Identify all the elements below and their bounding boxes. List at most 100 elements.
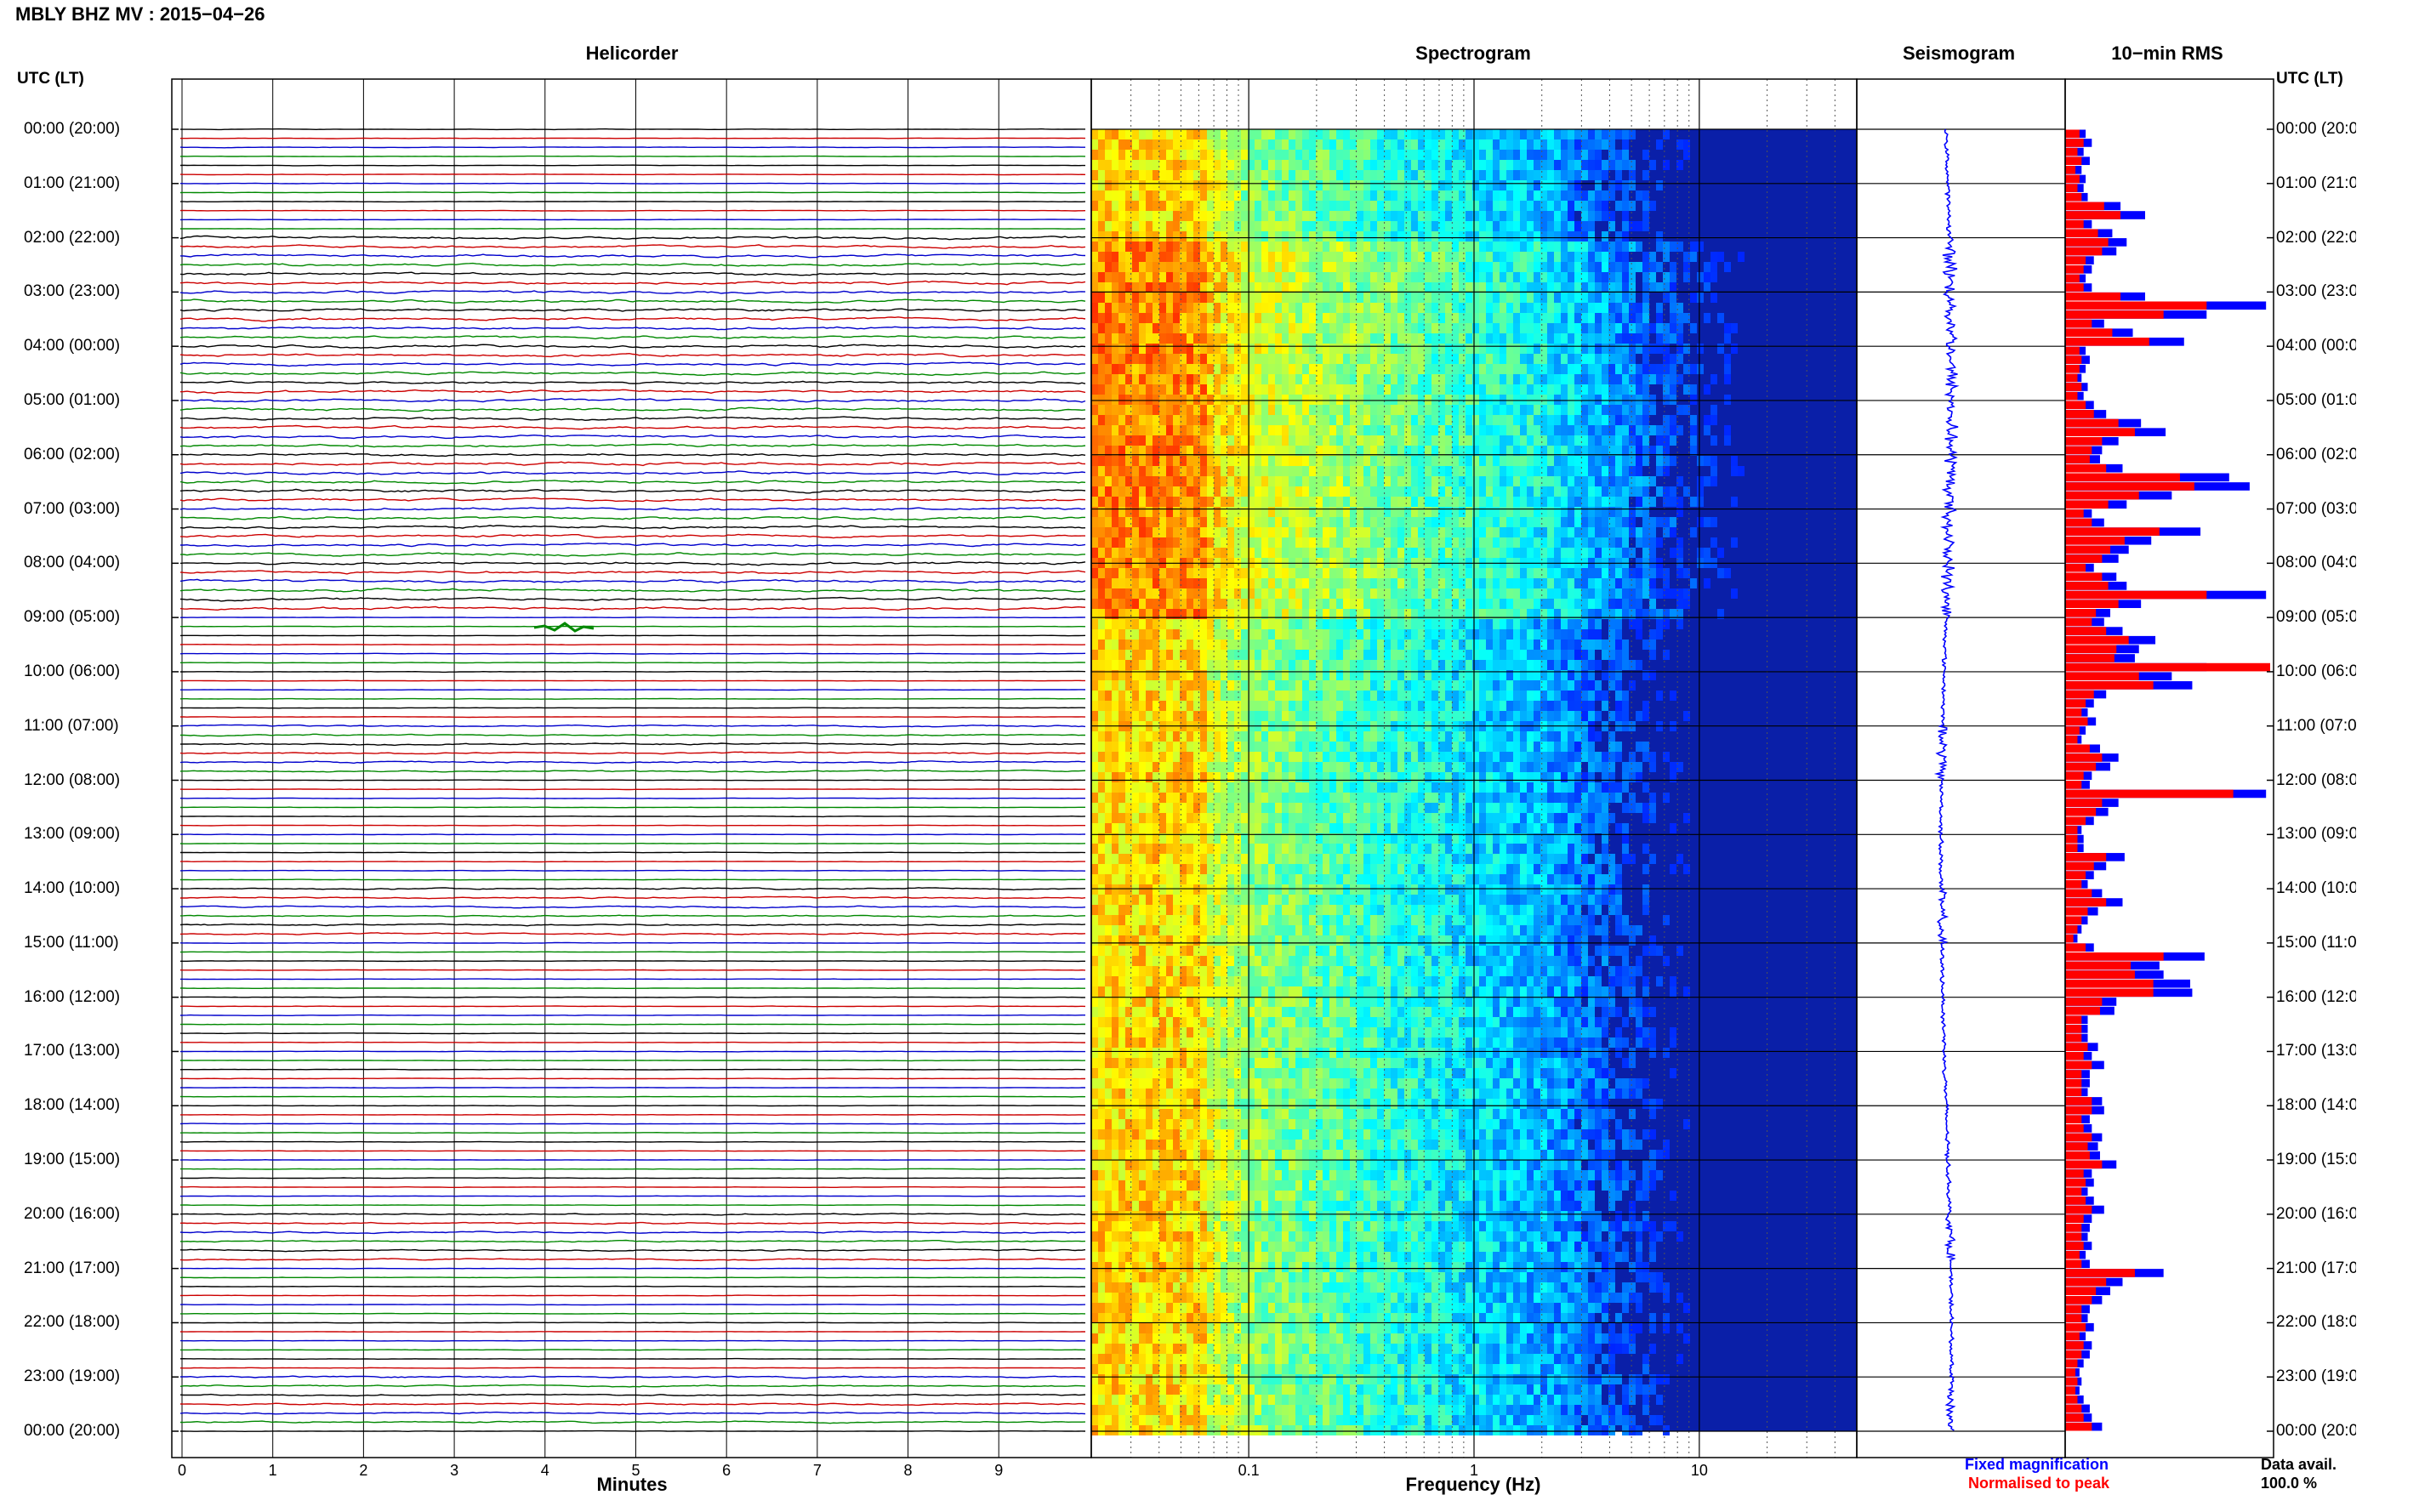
spectrogram-cell [1534,629,1540,639]
spectrogram-cell [1622,313,1629,323]
spectrogram-cell [1466,456,1472,466]
spectrogram-cell [1547,405,1554,415]
spectrogram-cell [1112,639,1118,650]
spectrogram-cell [1431,139,1438,150]
spectrogram-cell [1561,691,1568,701]
spectrogram-cell [1302,333,1309,344]
spectrogram-cell [1554,588,1561,599]
spectrogram-cell [1459,242,1466,252]
spectrogram-cell [1574,568,1581,578]
spectrogram-cell [1404,323,1411,333]
spectrogram-cell [1445,129,1452,139]
spectrogram-cell [1445,660,1452,670]
spectrogram-cell [1091,354,1098,364]
spectrogram-cell [1309,537,1316,548]
spectrogram-cell [1404,160,1411,170]
spectrogram-cell [1472,129,1479,139]
spectrogram-cell [1534,160,1540,170]
spectrogram-cell [1248,129,1255,139]
spectrogram-cell [1493,425,1500,435]
spectrogram-cell [1602,639,1608,650]
spectrogram-cell [1268,446,1275,456]
spectrogram-cell [1350,548,1357,558]
spectrogram-cell [1180,497,1187,507]
spectrogram-cell [1561,639,1568,650]
spectrogram-cell [1234,395,1241,405]
spectrogram-cell [1466,609,1472,619]
spectrogram-cell [1295,313,1302,323]
spectrogram-cell [1459,252,1466,262]
spectrogram-cell [1397,221,1404,231]
spectrogram-cell [1452,364,1459,374]
spectrogram-cell [1241,303,1248,313]
spectrogram-cell [1173,588,1180,599]
spectrogram-cell [1397,466,1404,476]
spectrogram-cell [1091,384,1098,395]
spectrogram-cell [1588,313,1595,323]
spectrogram-cell [1540,691,1547,701]
spectrogram-cell [1187,323,1193,333]
spectrogram-cell [1595,446,1602,456]
spectrogram-cell [1261,476,1268,486]
spectrogram-cell [1193,282,1200,293]
spectrogram-cell [1214,262,1221,272]
spectrogram-cell [1329,313,1336,323]
spectrogram-cell [1500,578,1506,588]
spectrogram-cell [1540,486,1547,497]
spectrogram-cell [1187,537,1193,548]
spectrogram-cell [1105,201,1112,211]
spectrogram-cell [1500,435,1506,446]
spectrogram-cell [1704,425,1710,435]
spectrogram-cell [1534,609,1540,619]
spectrogram-cell [1282,548,1289,558]
spectrogram-cell [1241,446,1248,456]
spectrogram-cell [1506,466,1513,476]
spectrogram-cell [1255,660,1261,670]
spectrogram-cell [1561,180,1568,190]
spectrogram-cell [1411,435,1418,446]
spectrogram-cell [1118,609,1125,619]
spectrogram-cell [1132,150,1139,160]
spectrogram-cell [1112,323,1118,333]
spectrogram-cell [1166,129,1173,139]
spectrogram-cell [1255,639,1261,650]
spectrogram-cell [1275,507,1282,517]
spectrogram-cell [1574,466,1581,476]
spectrogram-cell [1513,231,1520,242]
spectrogram-cell [1642,344,1649,354]
spectrogram-cell [1221,374,1227,384]
spectrogram-cell [1302,211,1309,221]
spectrogram-cell [1118,201,1125,211]
spectrogram-cell [1323,354,1329,364]
spectrogram-cell [1622,139,1629,150]
spectrogram-cell [1343,272,1350,282]
spectrogram-cell [1418,456,1425,466]
spectrogram-cell [1275,221,1282,231]
spectrogram-cell [1329,548,1336,558]
spectrogram-cell [1520,456,1527,466]
spectrogram-cell [1343,313,1350,323]
spectrogram-cell [1132,507,1139,517]
spectrogram-cell [1289,160,1295,170]
spectrogram-cell [1357,578,1363,588]
spectrogram-cell [1615,660,1622,670]
spectrogram-cell [1404,425,1411,435]
spectrogram-cell [1336,456,1343,466]
spectrogram-cell [1316,252,1323,262]
spectrogram-cell [1118,619,1125,629]
spectrogram-cell [1255,262,1261,272]
spectrogram-cell [1452,160,1459,170]
spectrogram-cell [1384,548,1391,558]
spectrogram-cell [1282,364,1289,374]
spectrogram-cell [1139,405,1146,415]
spectrogram-cell [1493,701,1500,711]
spectrogram-cell [1595,405,1602,415]
spectrogram-cell [1370,497,1377,507]
spectrogram-cell [1527,466,1534,476]
spectrogram-cell [1323,303,1329,313]
spectrogram-cell [1574,231,1581,242]
spectrogram-cell [1146,211,1153,221]
spectrogram-cell [1153,476,1159,486]
spectrogram-cell [1214,242,1221,252]
spectrogram-cell [1316,548,1323,558]
